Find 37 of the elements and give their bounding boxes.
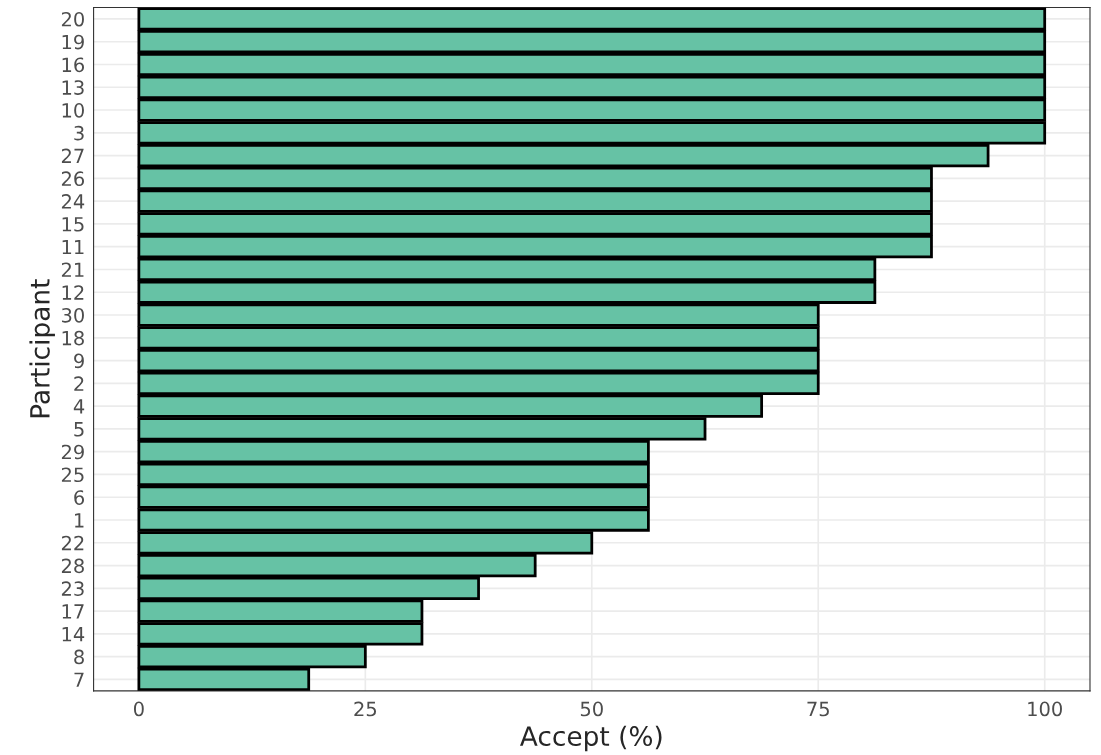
y-tick-label: 24	[61, 194, 85, 209]
y-tick-label: 16	[62, 57, 85, 73]
x-axis-title: Accept (%)	[520, 725, 662, 752]
y-tick-label: 29	[61, 444, 84, 460]
y-tick-label: 12	[62, 285, 84, 300]
y-axis-title: Participant	[29, 279, 55, 418]
y-tick-label: 15	[62, 217, 84, 232]
y-tick-label: 30	[61, 307, 84, 323]
y-tick-label: 21	[61, 262, 84, 277]
y-tick-label: 1	[75, 513, 84, 528]
y-tick-label: 10	[62, 103, 84, 118]
y-tick-label: 14	[62, 627, 85, 642]
y-tick-label: 6	[74, 490, 85, 505]
y-tick-label: 19	[62, 34, 84, 50]
x-tick-label: 100	[1028, 701, 1062, 717]
y-tick-label: 20	[61, 11, 84, 27]
y-tick-label: 4	[73, 399, 85, 414]
x-tick-label: 0	[133, 701, 144, 717]
y-tick-label: 22	[61, 535, 84, 551]
y-tick-label: 18	[62, 330, 84, 346]
y-tick-label: 28	[61, 558, 84, 574]
y-tick-label: 9	[74, 353, 84, 369]
y-tick-label: 11	[62, 239, 84, 255]
x-tick-label: 50	[580, 701, 603, 717]
y-tick-label: 8	[74, 649, 84, 665]
y-tick-label: 2	[74, 376, 84, 391]
y-tick-label: 26	[61, 171, 85, 187]
x-tick-label: 25	[354, 701, 376, 717]
x-tick-label: 75	[807, 701, 829, 717]
y-tick-label: 3	[74, 125, 84, 141]
y-tick-label: 7	[74, 672, 84, 687]
y-tick-label: 17	[62, 604, 84, 619]
y-tick-label: 13	[62, 80, 84, 95]
y-tick-label: 23	[61, 581, 84, 596]
y-tick-label: 25	[61, 467, 84, 483]
y-tick-label: 27	[61, 148, 84, 163]
y-tick-label: 5	[74, 422, 84, 437]
